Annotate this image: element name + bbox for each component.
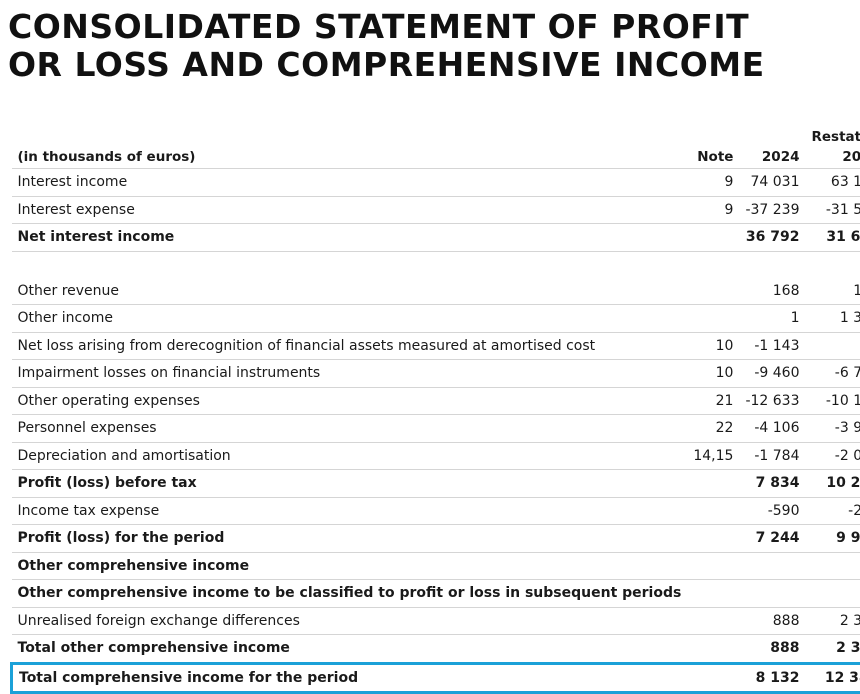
- table-row: Net loss arising from derecognition of f…: [12, 332, 860, 360]
- title-line-1: CONSOLIDATED STATEMENT OF PROFIT: [8, 8, 848, 46]
- table-row: Other income 1 1 333: [12, 305, 860, 333]
- subtotal-row: Profit (loss) before tax 7 834 10 218: [12, 470, 860, 498]
- year-2024-header: 2024: [739, 145, 805, 169]
- header-row: (in thousands of euros) Note 2024 2023: [12, 145, 860, 169]
- note-column-header: Note: [687, 145, 739, 169]
- restated-label: Restated: [805, 127, 860, 145]
- statement-title: CONSOLIDATED STATEMENT OF PROFIT OR LOSS…: [8, 8, 848, 84]
- subtotal-row: Profit (loss) for the period 7 244 9 988: [12, 525, 860, 553]
- table-row: Interest expense 9 -37 239 -31 525: [12, 196, 860, 224]
- table-row: Interest income 9 74 031 63 139: [12, 169, 860, 197]
- table-row: Personnel expenses 22 -4 106 -3 932: [12, 415, 860, 443]
- title-line-2: OR LOSS AND COMPREHENSIVE INCOME: [8, 46, 848, 84]
- table-row: Other operating expenses 21 -12 633 -10 …: [12, 387, 860, 415]
- table-row: Impairment losses on financial instrumen…: [12, 360, 860, 388]
- section-heading-row: Other comprehensive income to be classif…: [12, 580, 860, 608]
- table-row: Income tax expense -590 -230: [12, 497, 860, 525]
- income-statement-table: Restated (in thousands of euros) Note 20…: [10, 127, 860, 694]
- year-2023-header: 2023: [805, 145, 860, 169]
- table-row: Depreciation and amortisation 14,15 -1 7…: [12, 442, 860, 470]
- section-heading-row: Other comprehensive income: [12, 552, 860, 580]
- table-row: Other revenue 168 143: [12, 278, 860, 305]
- units-label: (in thousands of euros): [12, 145, 688, 169]
- total-comprehensive-income-row: Total comprehensive income for the perio…: [12, 663, 860, 693]
- subtotal-row: Net interest income 36 792 31 614: [12, 224, 860, 252]
- table-row: Unrealised foreign exchange differences …: [12, 607, 860, 635]
- subtotal-row: Total other comprehensive income 888 2 3…: [12, 635, 860, 664]
- spacer-row: [12, 251, 860, 278]
- header-restated-row: Restated: [12, 127, 860, 145]
